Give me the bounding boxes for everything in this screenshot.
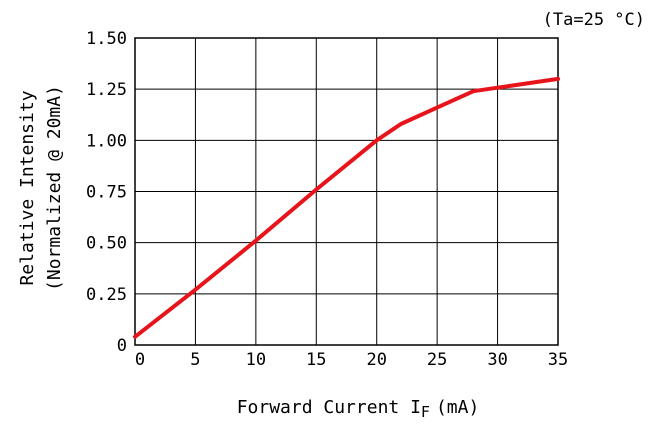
y-tick-label: 0 bbox=[117, 336, 127, 356]
x-tick-label: 20 bbox=[366, 350, 386, 370]
grid bbox=[135, 38, 558, 345]
x-axis-tick-labels: 0 5 10 15 20 25 30 35 bbox=[135, 350, 568, 370]
x-tick-label: 10 bbox=[246, 350, 266, 370]
y-axis-label-line1: Relative Intensity bbox=[17, 90, 38, 285]
y-tick-label: 1.25 bbox=[86, 80, 127, 100]
y-tick-label: 0.75 bbox=[86, 183, 127, 203]
x-tick-label: 0 bbox=[135, 350, 145, 370]
y-tick-label: 1.00 bbox=[86, 131, 127, 151]
x-tick-label: 35 bbox=[548, 350, 568, 370]
x-axis-label-subscript: F bbox=[421, 403, 430, 421]
x-tick-label: 25 bbox=[427, 350, 447, 370]
series-layer bbox=[133, 76, 560, 339]
y-tick-label: 1.50 bbox=[86, 29, 127, 49]
y-tick-label: 0.50 bbox=[86, 234, 127, 254]
relative-intensity-line bbox=[133, 76, 560, 339]
condition-annotation: (Ta=25 °C) bbox=[543, 10, 645, 30]
x-axis-label: Forward Current IF (mA) bbox=[237, 397, 480, 421]
plot-area-frame bbox=[134, 37, 559, 346]
x-tick-label: 5 bbox=[190, 350, 200, 370]
y-axis-label-line2: (Normalized @ 20mA) bbox=[44, 85, 65, 291]
y-axis-tick-labels: 0 0.25 0.50 0.75 1.00 1.25 1.50 bbox=[86, 29, 127, 356]
y-tick-label: 0.25 bbox=[86, 285, 127, 305]
x-tick-label: 30 bbox=[487, 350, 507, 370]
x-axis-label-main: Forward Current I bbox=[237, 397, 421, 418]
x-tick-label: 15 bbox=[306, 350, 326, 370]
x-axis-label-unit: (mA) bbox=[436, 397, 479, 418]
